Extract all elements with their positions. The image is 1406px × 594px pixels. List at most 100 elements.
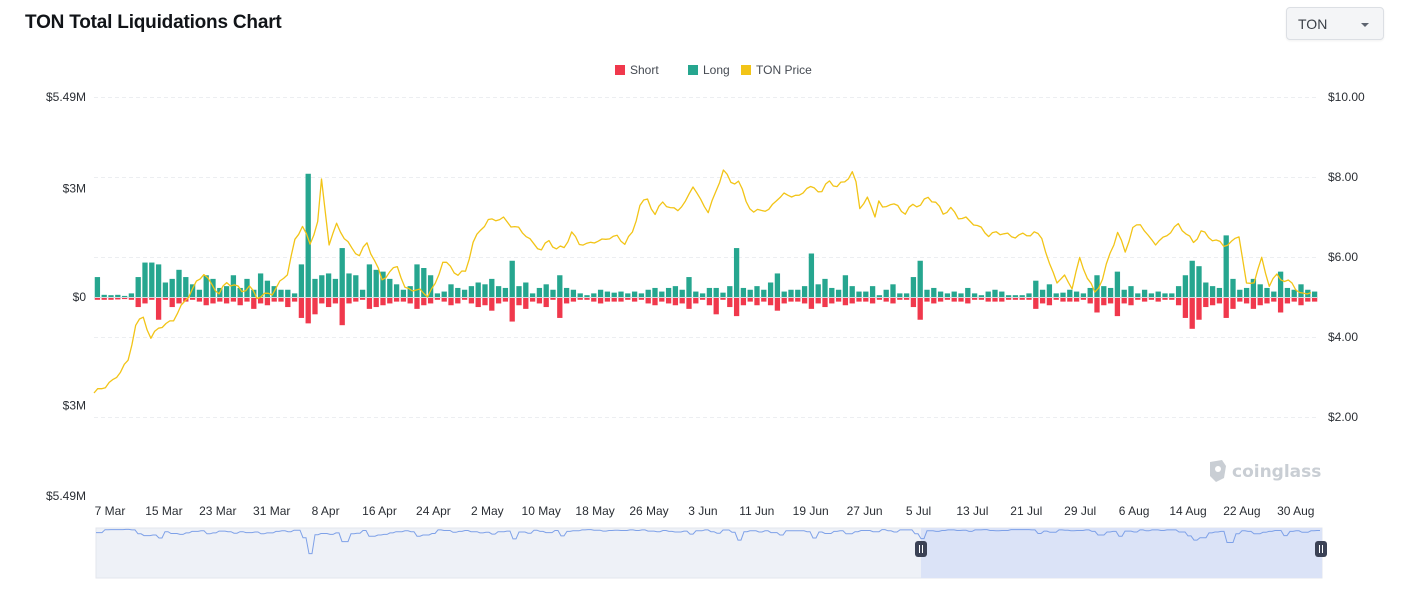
- short-bar: [407, 298, 413, 304]
- long-bar: [1182, 275, 1189, 297]
- long-bar: [869, 286, 876, 297]
- long-bar: [1060, 292, 1066, 297]
- short-bar: [822, 298, 828, 308]
- long-bar: [237, 287, 243, 297]
- short-bar: [482, 298, 488, 306]
- legend-label[interactable]: Long: [703, 63, 730, 77]
- long-bar: [727, 286, 733, 297]
- long-bar: [618, 291, 624, 297]
- short-bar: [1012, 298, 1019, 300]
- chart-legend[interactable]: Short Long TON Price: [615, 63, 812, 77]
- legend-swatch-short[interactable]: [615, 65, 625, 75]
- long-bar: [985, 291, 991, 297]
- long-bar: [1033, 280, 1039, 297]
- x-tick-label: 16 Apr: [362, 504, 397, 518]
- handle-grip[interactable]: [915, 541, 927, 557]
- zoom-handle-left[interactable]: [915, 541, 927, 557]
- short-bar: [1243, 298, 1250, 304]
- long-bar: [1284, 287, 1291, 297]
- long-bar: [278, 289, 284, 297]
- long-bar: [495, 286, 502, 297]
- x-tick-label: 6 Aug: [1119, 504, 1150, 518]
- short-bar: [869, 298, 876, 304]
- short-bar: [210, 298, 216, 304]
- legend-label[interactable]: Short: [630, 63, 659, 77]
- long-bar: [958, 293, 964, 297]
- legend-swatch-ton-price[interactable]: [741, 65, 751, 75]
- long-bar: [509, 260, 515, 297]
- short-bar: [971, 298, 978, 300]
- long-bar: [312, 278, 318, 297]
- short-bar: [373, 298, 379, 308]
- short-bar: [584, 298, 590, 300]
- coin-select[interactable]: TON: [1286, 7, 1384, 40]
- long-bar: [1243, 287, 1250, 297]
- long-bar: [570, 289, 577, 297]
- long-bar: [189, 284, 196, 297]
- short-bar: [536, 298, 543, 304]
- short-bar: [305, 298, 311, 324]
- long-bar: [387, 278, 393, 297]
- short-bar: [271, 298, 277, 302]
- y-axis-right: $10.00 $8.00 $6.00 $4.00 $2.00: [1328, 90, 1365, 424]
- legend-label[interactable]: TON Price: [756, 63, 812, 77]
- short-bar: [665, 298, 672, 304]
- short-bar: [285, 298, 291, 308]
- short-bar: [217, 298, 223, 302]
- long-bar: [863, 291, 869, 297]
- long-bar: [829, 287, 835, 297]
- short-bar: [577, 298, 583, 300]
- short-bar: [121, 298, 128, 300]
- short-bar: [686, 298, 692, 309]
- long-bar: [359, 289, 366, 297]
- short-bar: [557, 298, 563, 318]
- long-bar: [455, 287, 461, 297]
- short-bar: [448, 298, 454, 306]
- long-bar: [971, 293, 978, 297]
- long-bar: [1053, 293, 1059, 297]
- long-bar: [754, 286, 760, 297]
- short-bar: [1121, 298, 1127, 304]
- long-bar: [441, 291, 447, 297]
- long-bar: [733, 248, 740, 297]
- long-bar: [1114, 271, 1121, 297]
- short-bar: [788, 298, 794, 302]
- long-bar: [835, 289, 842, 297]
- zoom-selected-range[interactable]: [921, 528, 1322, 578]
- x-tick-label: 21 Jul: [1010, 504, 1042, 518]
- short-bar: [94, 298, 101, 300]
- long-bar: [230, 275, 237, 297]
- long-bar: [903, 293, 910, 297]
- handle-grip[interactable]: [1315, 541, 1327, 557]
- long-bar: [264, 280, 271, 297]
- zoom-slider[interactable]: [95, 527, 1327, 579]
- short-bar: [135, 298, 141, 308]
- long-bar: [557, 275, 563, 297]
- short-bar: [380, 298, 386, 306]
- long-bar: [434, 293, 441, 297]
- coinglass-logo-icon: [1210, 460, 1226, 482]
- short-bar: [747, 298, 753, 302]
- long-bar: [1141, 289, 1148, 297]
- short-bar: [434, 298, 441, 300]
- long-bar: [611, 292, 617, 297]
- short-bar: [917, 298, 923, 320]
- short-bar: [1257, 298, 1263, 306]
- short-bar: [1196, 298, 1202, 320]
- long-bar: [563, 287, 570, 297]
- x-tick-label: 31 Mar: [253, 504, 290, 518]
- long-bar: [407, 286, 413, 297]
- x-tick-label: 11 Jun: [739, 504, 774, 518]
- ton-price-line: [93, 169, 1312, 394]
- long-bar: [910, 277, 917, 297]
- long-bar: [108, 295, 114, 297]
- zoom-handle-right[interactable]: [1315, 541, 1327, 557]
- long-bar: [978, 295, 985, 297]
- legend-swatch-long[interactable]: [688, 65, 698, 75]
- price-line-layer: [93, 169, 1312, 394]
- short-bar: [829, 298, 835, 304]
- short-bar: [618, 298, 624, 302]
- short-bar: [849, 298, 855, 304]
- short-bar: [509, 298, 515, 322]
- y-right-tick-label: $10.00: [1328, 90, 1365, 104]
